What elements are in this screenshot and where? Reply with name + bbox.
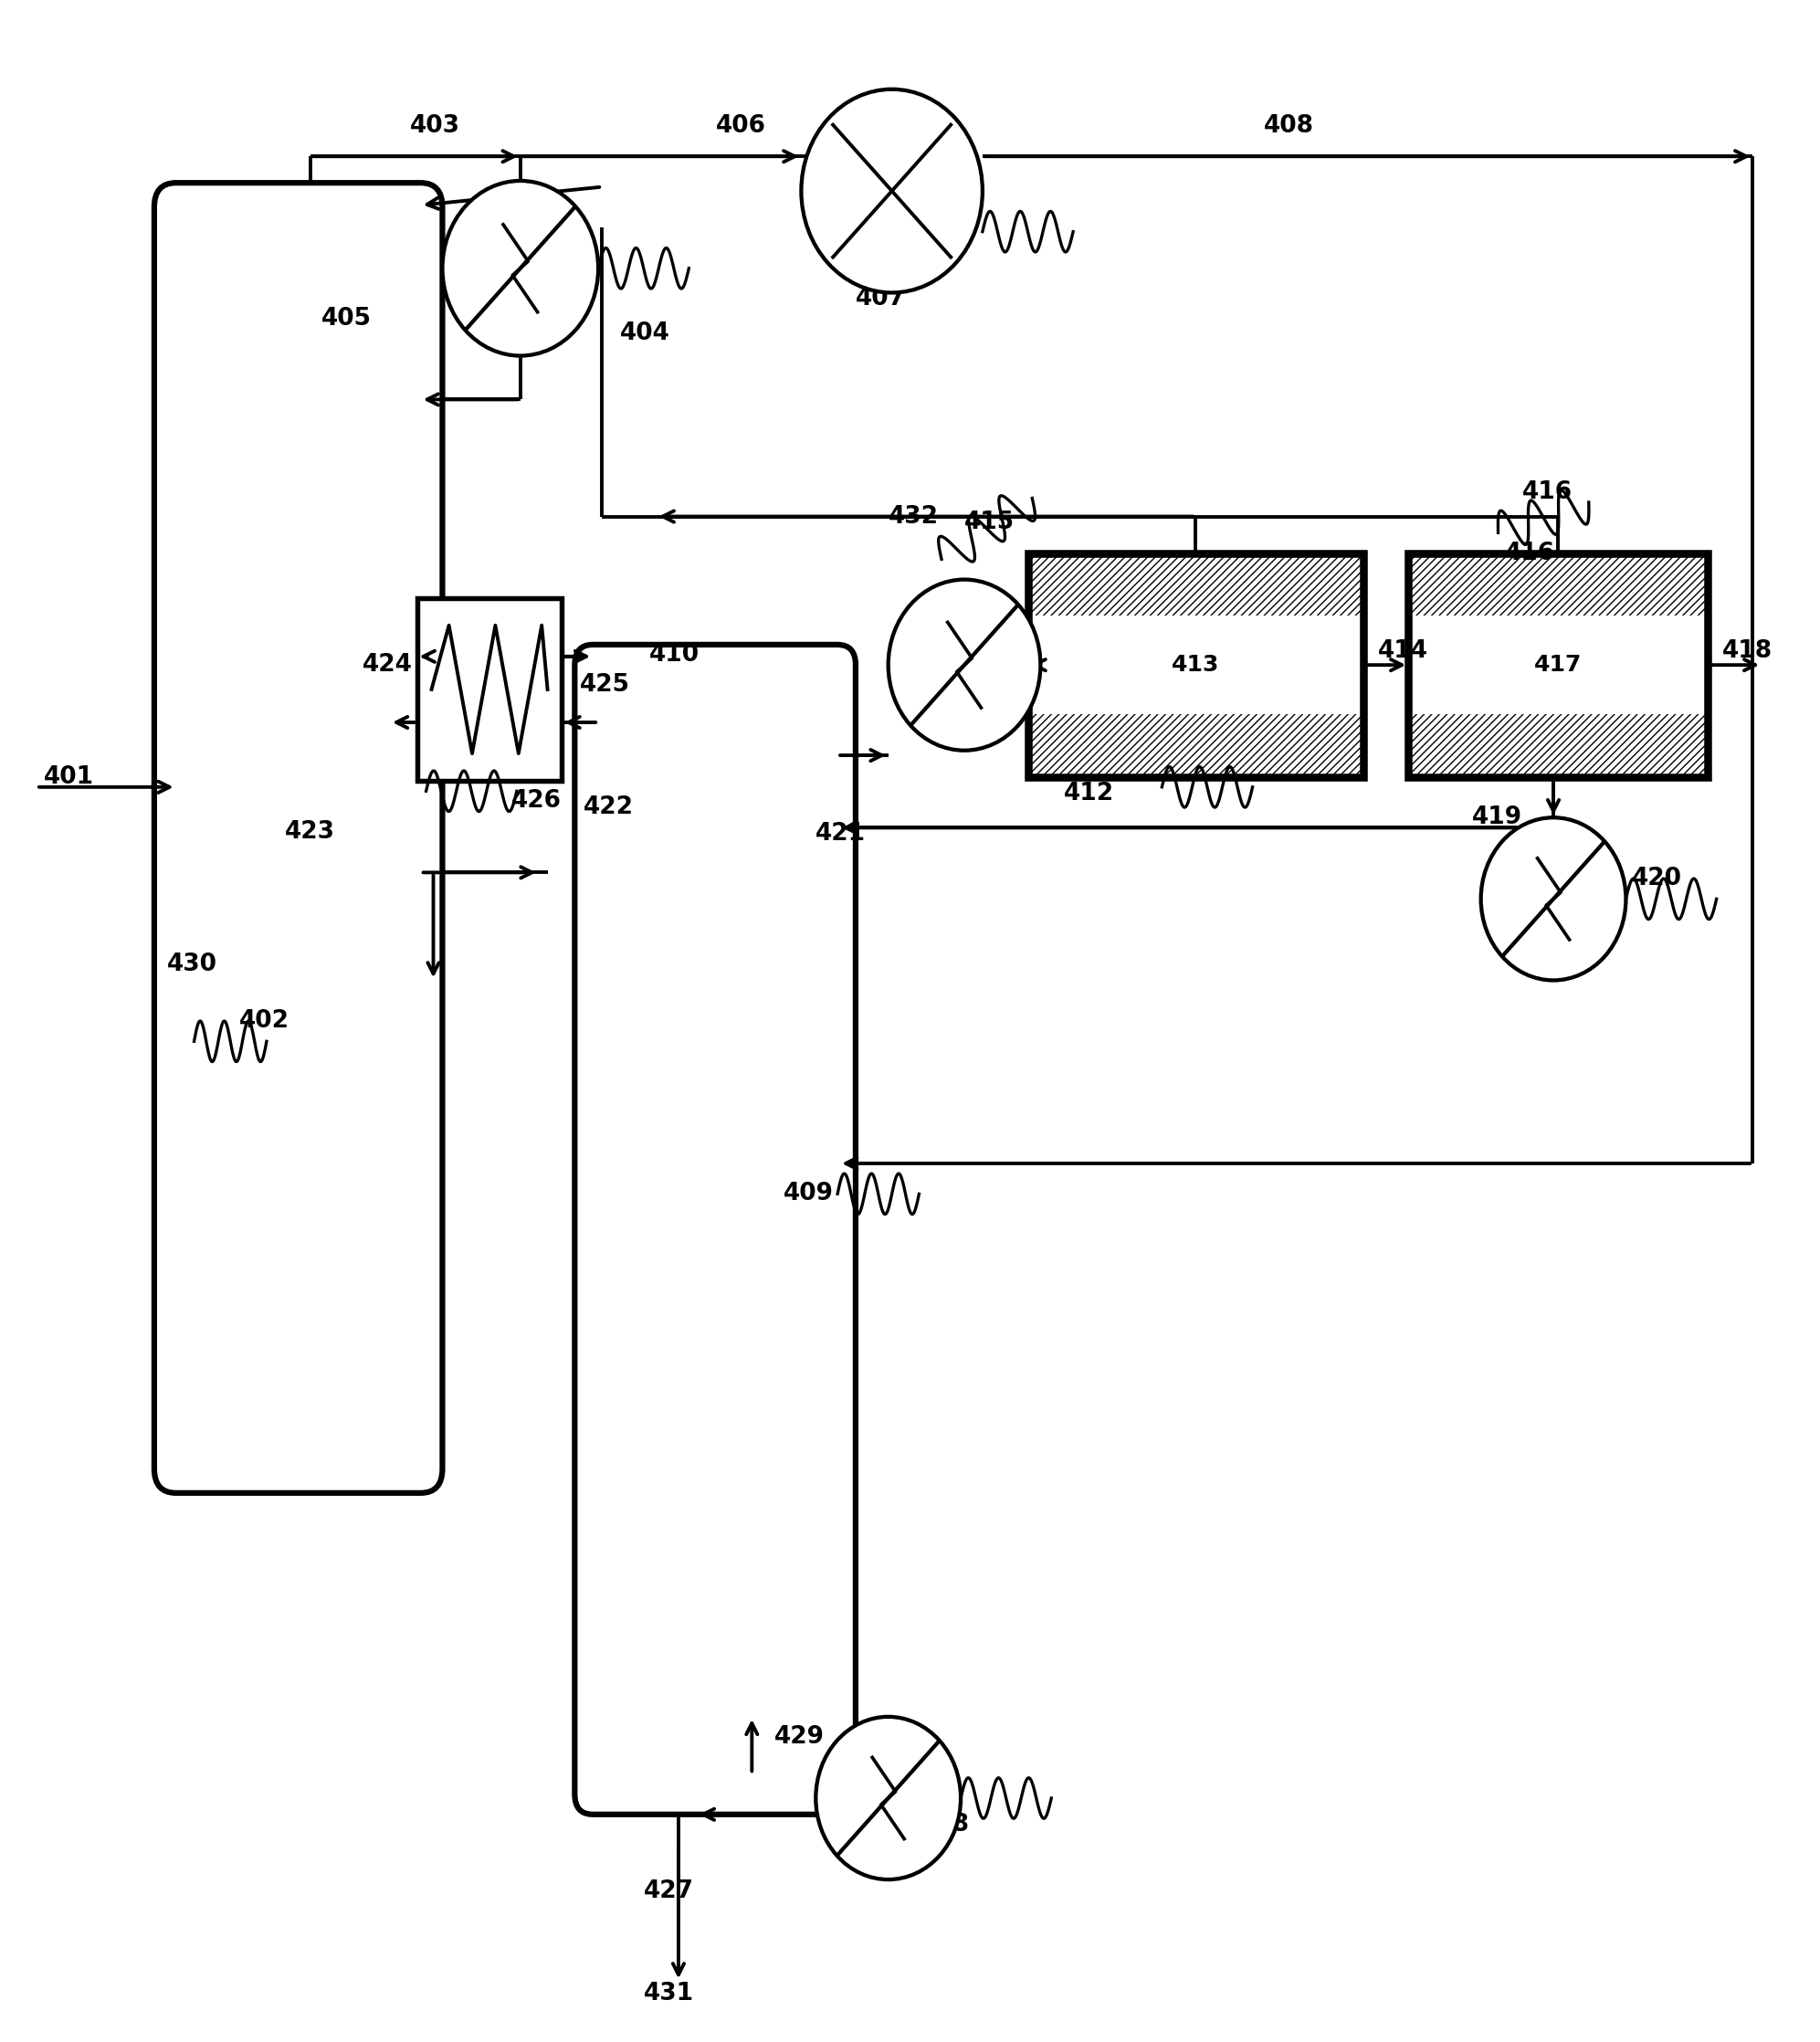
Circle shape: [801, 90, 983, 292]
Circle shape: [1481, 817, 1625, 980]
Text: 413: 413: [1172, 653, 1219, 676]
Text: 419: 419: [1472, 807, 1522, 829]
Text: 429: 429: [774, 1725, 824, 1750]
Text: 423: 423: [284, 821, 335, 843]
Text: 408: 408: [1263, 114, 1314, 137]
Bar: [1409, 553, 1707, 776]
Text: 432: 432: [888, 504, 939, 529]
Bar: [1409, 715, 1707, 776]
Text: 406: 406: [715, 114, 766, 137]
Bar: [1028, 553, 1363, 776]
Text: 426: 426: [511, 790, 562, 813]
FancyBboxPatch shape: [155, 184, 442, 1493]
Text: 425: 425: [581, 674, 630, 696]
Text: 420: 420: [1631, 866, 1682, 890]
Text: 401: 401: [44, 766, 95, 788]
Bar: [1028, 715, 1363, 776]
Text: 410: 410: [650, 643, 699, 666]
FancyBboxPatch shape: [575, 645, 855, 1815]
Text: 412: 412: [1065, 782, 1114, 805]
Text: 418: 418: [1722, 639, 1773, 662]
Text: 430: 430: [167, 952, 217, 976]
Text: 403: 403: [410, 114, 460, 137]
Text: 416: 416: [1522, 480, 1572, 504]
Bar: [1028, 553, 1363, 617]
Bar: [1409, 553, 1707, 617]
Text: 431: 431: [644, 1981, 693, 2005]
Text: 427: 427: [644, 1881, 693, 1903]
Text: 421: 421: [815, 823, 866, 845]
Text: 404: 404: [621, 321, 670, 345]
Bar: [417, 598, 562, 780]
Text: 405: 405: [320, 306, 371, 331]
Text: 424: 424: [362, 653, 413, 676]
Text: 402: 402: [240, 1009, 289, 1033]
Text: 417: 417: [1534, 653, 1582, 676]
Circle shape: [442, 182, 599, 355]
Circle shape: [888, 580, 1041, 749]
Text: 414: 414: [1378, 639, 1429, 662]
Text: 416: 416: [1505, 541, 1554, 566]
Text: 428: 428: [919, 1813, 970, 1836]
Text: 422: 422: [584, 796, 633, 819]
Bar: [1409, 553, 1707, 776]
Bar: [1028, 553, 1363, 776]
Circle shape: [815, 1717, 961, 1879]
Text: 407: 407: [855, 288, 906, 310]
Text: 415: 415: [965, 510, 1016, 535]
Text: 411: 411: [983, 639, 1034, 662]
Text: 409: 409: [783, 1182, 834, 1205]
